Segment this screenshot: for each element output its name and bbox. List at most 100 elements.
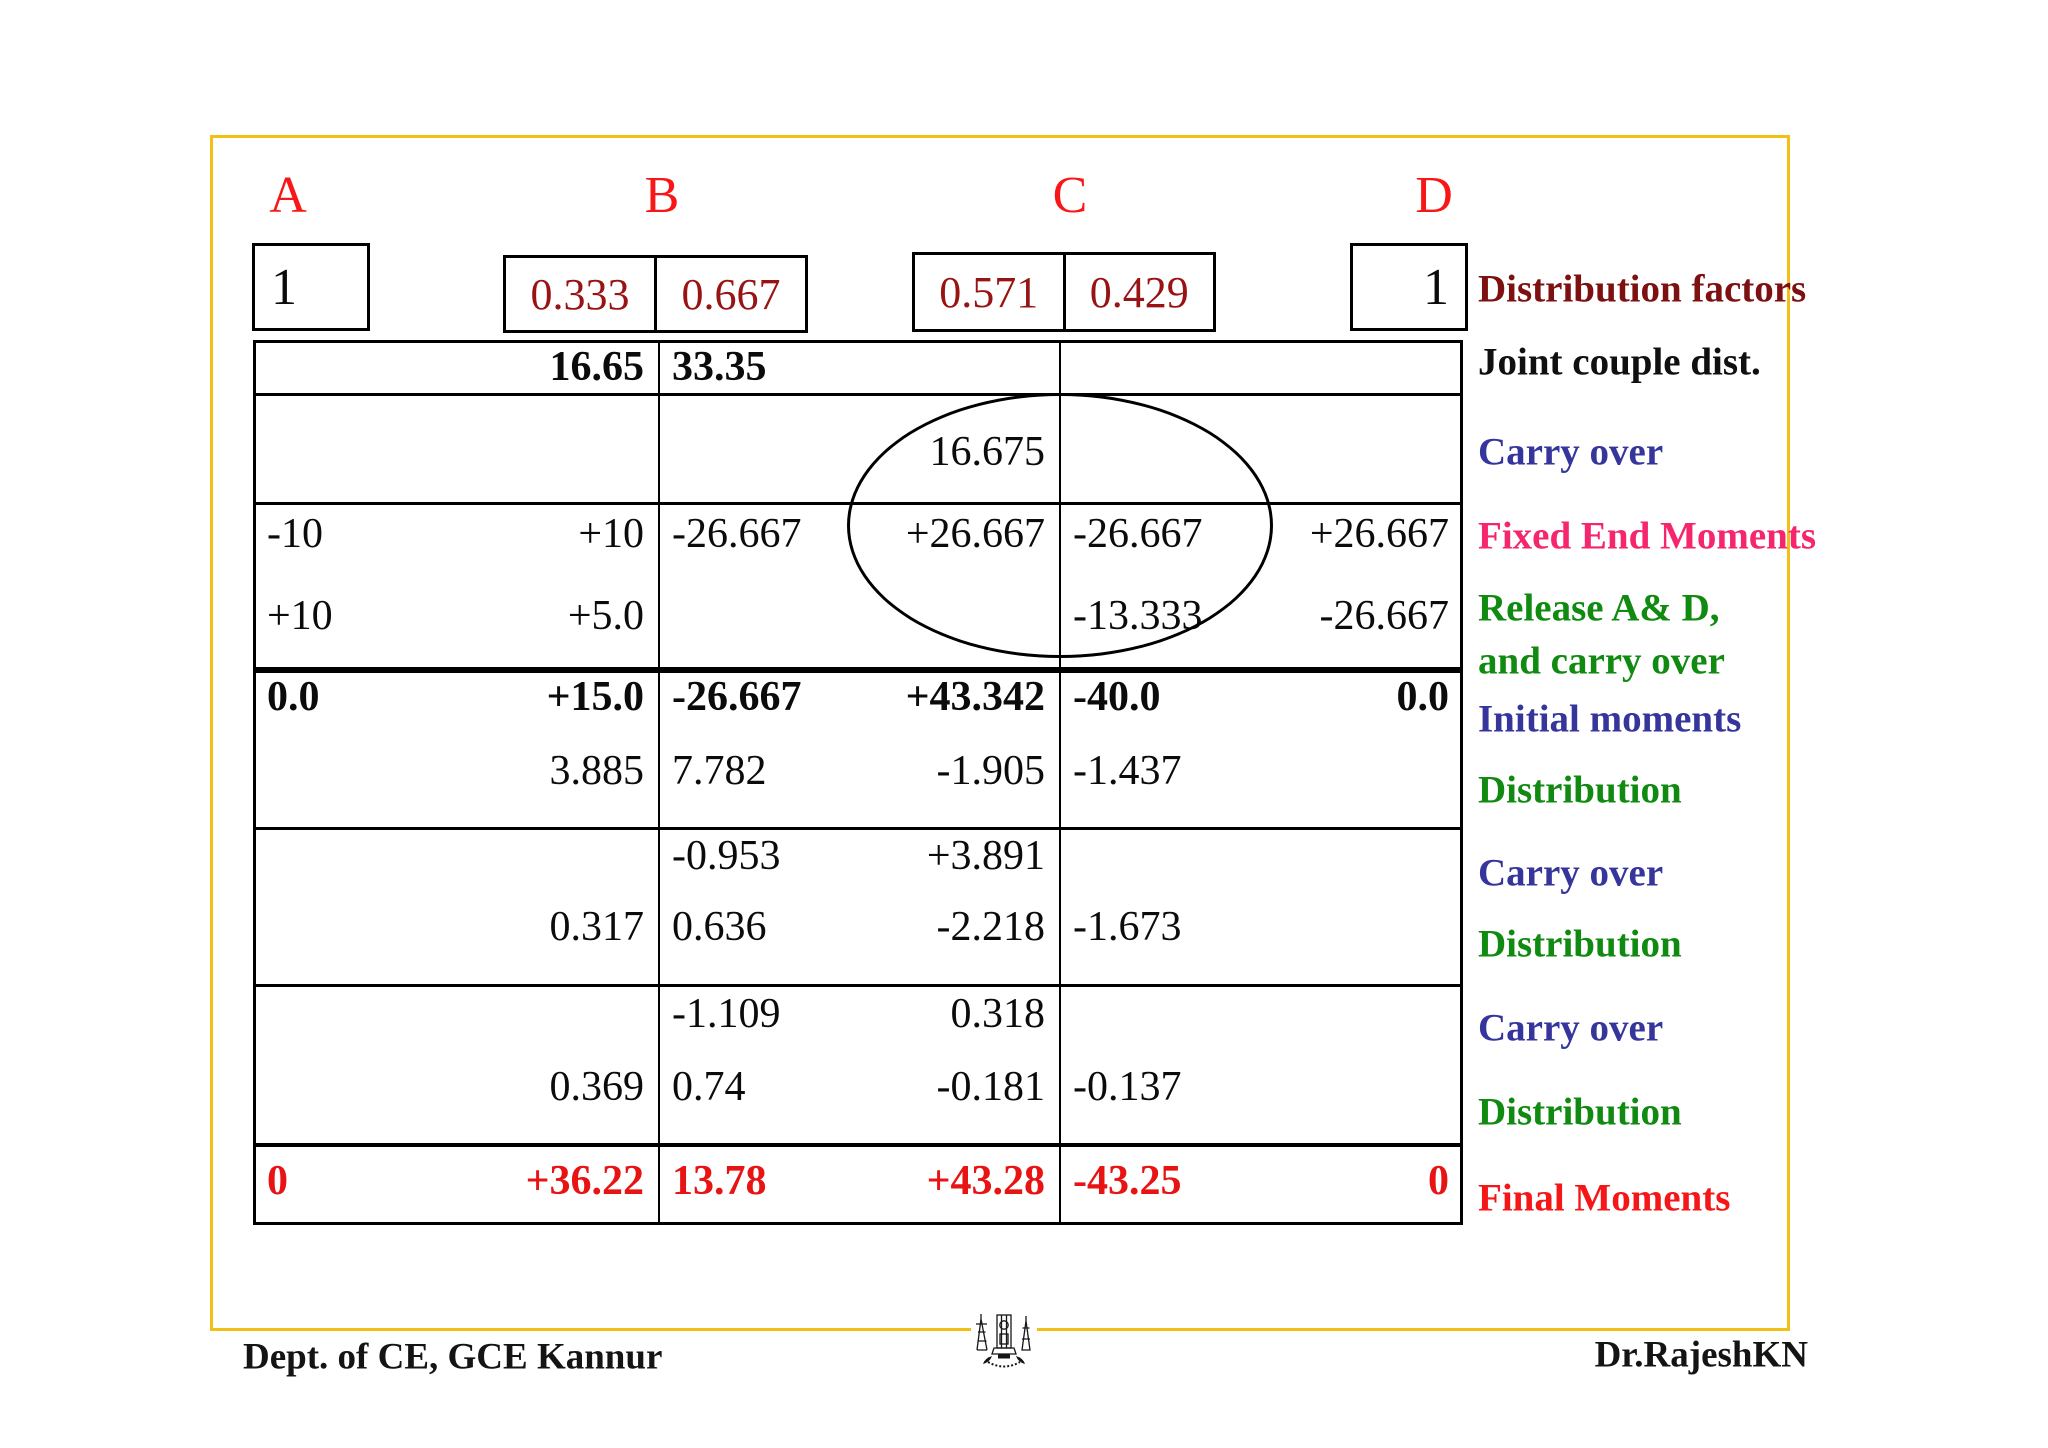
grid-line-above-final [253,1143,1463,1147]
value-final-cd-right: 0 [1428,1158,1449,1204]
factor-c-right-value: 0.429 [1062,255,1214,329]
value-distribution3-cd-left: -0.137 [1073,1064,1182,1110]
value-fem-cd-right: +26.667 [1309,511,1449,557]
value-carry-over2-bc-left: -0.953 [672,833,781,879]
cell-distribution3-cd: -0.137 [1059,1066,1463,1108]
value-initial-bc-right: +43.342 [905,674,1045,720]
footer-author: Dr.RajeshKN [1594,1334,1808,1376]
cell-distribution1-bc: 7.782 -1.905 [658,750,1059,792]
value-final-cd-left: -43.25 [1073,1158,1182,1204]
value-distribution1-bc-left: 7.782 [672,748,767,794]
grid-line-top [253,340,1463,343]
value-carry-over3-bc-left: -1.109 [672,991,781,1037]
side-label-carry-over-1: Carry over [1478,430,1664,474]
side-label-distribution-1: Distribution [1478,768,1682,812]
value-carry-over2-bc-right: +3.891 [926,833,1045,879]
cell-fem-ab: -10 +10 [253,513,658,555]
value-release-ab-left: +10 [267,593,333,639]
side-label-release-line1: Release A& D, [1478,586,1720,630]
side-label-carry-over-2: Carry over [1478,851,1664,895]
joint-label-a: A [269,167,307,224]
side-label-release-line2: and carry over [1478,639,1725,683]
value-distribution3-bc-right: -0.181 [936,1064,1046,1110]
value-fem-ab-left: -10 [267,511,323,557]
grid-line-right-edge [1460,340,1463,1225]
value-final-bc-right: +43.28 [926,1158,1045,1204]
joint-label-b: B [644,167,680,224]
value-carry-over3-bc-right: 0.318 [950,991,1046,1037]
value-fem-bc-left: -26.667 [672,511,802,557]
grid-line-below-distribution-1 [253,827,1463,830]
cell-distribution1-cd: -1.437 [1059,750,1463,792]
side-label-fixed-end-moments: Fixed End Moments [1478,514,1817,558]
grid-line-divider-b [658,340,660,1225]
joint-label-c: C [1052,167,1088,224]
factor-b-left-value: 0.333 [530,269,630,319]
side-label-distribution-2: Distribution [1478,922,1682,966]
grid-line-divider-c [1059,340,1061,1225]
distribution-factor-box-b: 0.333 0.667 [503,255,808,333]
value-distribution3-ab-right: 0.369 [549,1064,645,1110]
joint-label-d: D [1415,167,1453,224]
value-distribution2-bc-right: -2.218 [936,904,1046,950]
cell-distribution2-ab: 0.317 [253,906,658,948]
value-release-cd-right: -26.667 [1319,593,1450,639]
grid-line-below-distribution-2 [253,984,1463,987]
grid-line-left-edge [253,340,256,1225]
cell-distribution3-ab: 0.369 [253,1066,658,1108]
value-distribution2-cd-left: -1.673 [1073,904,1182,950]
grid-line-bottom [253,1222,1463,1225]
cell-distribution2-bc: 0.636 -2.218 [658,906,1059,948]
distribution-factor-box-c: 0.571 0.429 [912,252,1216,332]
cell-carry-over3-bc: -1.109 0.318 [658,993,1059,1035]
cell-final-ab: 0 +36.22 [253,1160,658,1202]
value-distribution1-cd-left: -1.437 [1073,748,1182,794]
cell-initial-ab: 0.0 +15.0 [253,676,658,718]
value-initial-ab-right: +15.0 [546,674,644,720]
value-distribution2-bc-left: 0.636 [672,904,767,950]
cell-joint-couple-bc: 33.35 [658,346,1059,388]
factor-d-value: 1 [1423,258,1449,316]
distribution-factor-box-a: 1 [252,243,370,331]
college-logo [971,1312,1037,1374]
value-joint-couple-ab-right: 16.65 [549,344,645,390]
value-initial-cd-left: -40.0 [1073,674,1161,720]
side-label-distribution-factors: Distribution factors [1478,267,1807,311]
side-label-carry-over-3: Carry over [1478,1006,1664,1050]
factor-a-value: 1 [271,258,297,316]
cell-final-cd: -43.25 0 [1059,1160,1463,1202]
cell-distribution1-ab: 3.885 [253,750,658,792]
highlight-ellipse [847,393,1273,658]
factor-c-left-value: 0.571 [939,267,1039,317]
value-distribution2-ab-right: 0.317 [549,904,645,950]
grid-line-below-joint-couple [253,393,1463,396]
value-joint-couple-bc-left: 33.35 [672,344,767,390]
factor-b-right-value: 0.667 [654,258,805,330]
grid-line-thick-below-release [253,667,1463,673]
cell-distribution2-cd: -1.673 [1059,906,1463,948]
value-release-ab-right: +5.0 [567,593,644,639]
side-label-distribution-3: Distribution [1478,1090,1682,1134]
cell-carry-over2-bc: -0.953 +3.891 [658,835,1059,877]
value-initial-ab-left: 0.0 [267,674,320,720]
value-distribution3-bc-left: 0.74 [672,1064,746,1110]
side-label-joint-couple: Joint couple dist. [1478,340,1761,384]
distribution-factor-box-d: 1 [1350,243,1468,331]
cell-distribution3-bc: 0.74 -0.181 [658,1066,1059,1108]
value-initial-cd-right: 0.0 [1396,674,1450,720]
value-initial-bc-left: -26.667 [672,674,802,720]
side-label-final-moments: Final Moments [1478,1176,1731,1220]
value-final-ab-left: 0 [267,1158,288,1204]
value-fem-ab-right: +10 [578,511,644,557]
cell-joint-couple-ab: 16.65 [253,346,658,388]
value-final-bc-left: 13.78 [672,1158,767,1204]
value-distribution1-ab-right: 3.885 [549,748,645,794]
footer-department: Dept. of CE, GCE Kannur [243,1336,663,1378]
cell-final-bc: 13.78 +43.28 [658,1160,1059,1202]
side-label-initial-moments: Initial moments [1478,697,1742,741]
cell-release-ab: +10 +5.0 [253,595,658,637]
cell-initial-cd: -40.0 0.0 [1059,676,1463,718]
value-distribution1-bc-right: -1.905 [936,748,1046,794]
cell-initial-bc: -26.667 +43.342 [658,676,1059,718]
